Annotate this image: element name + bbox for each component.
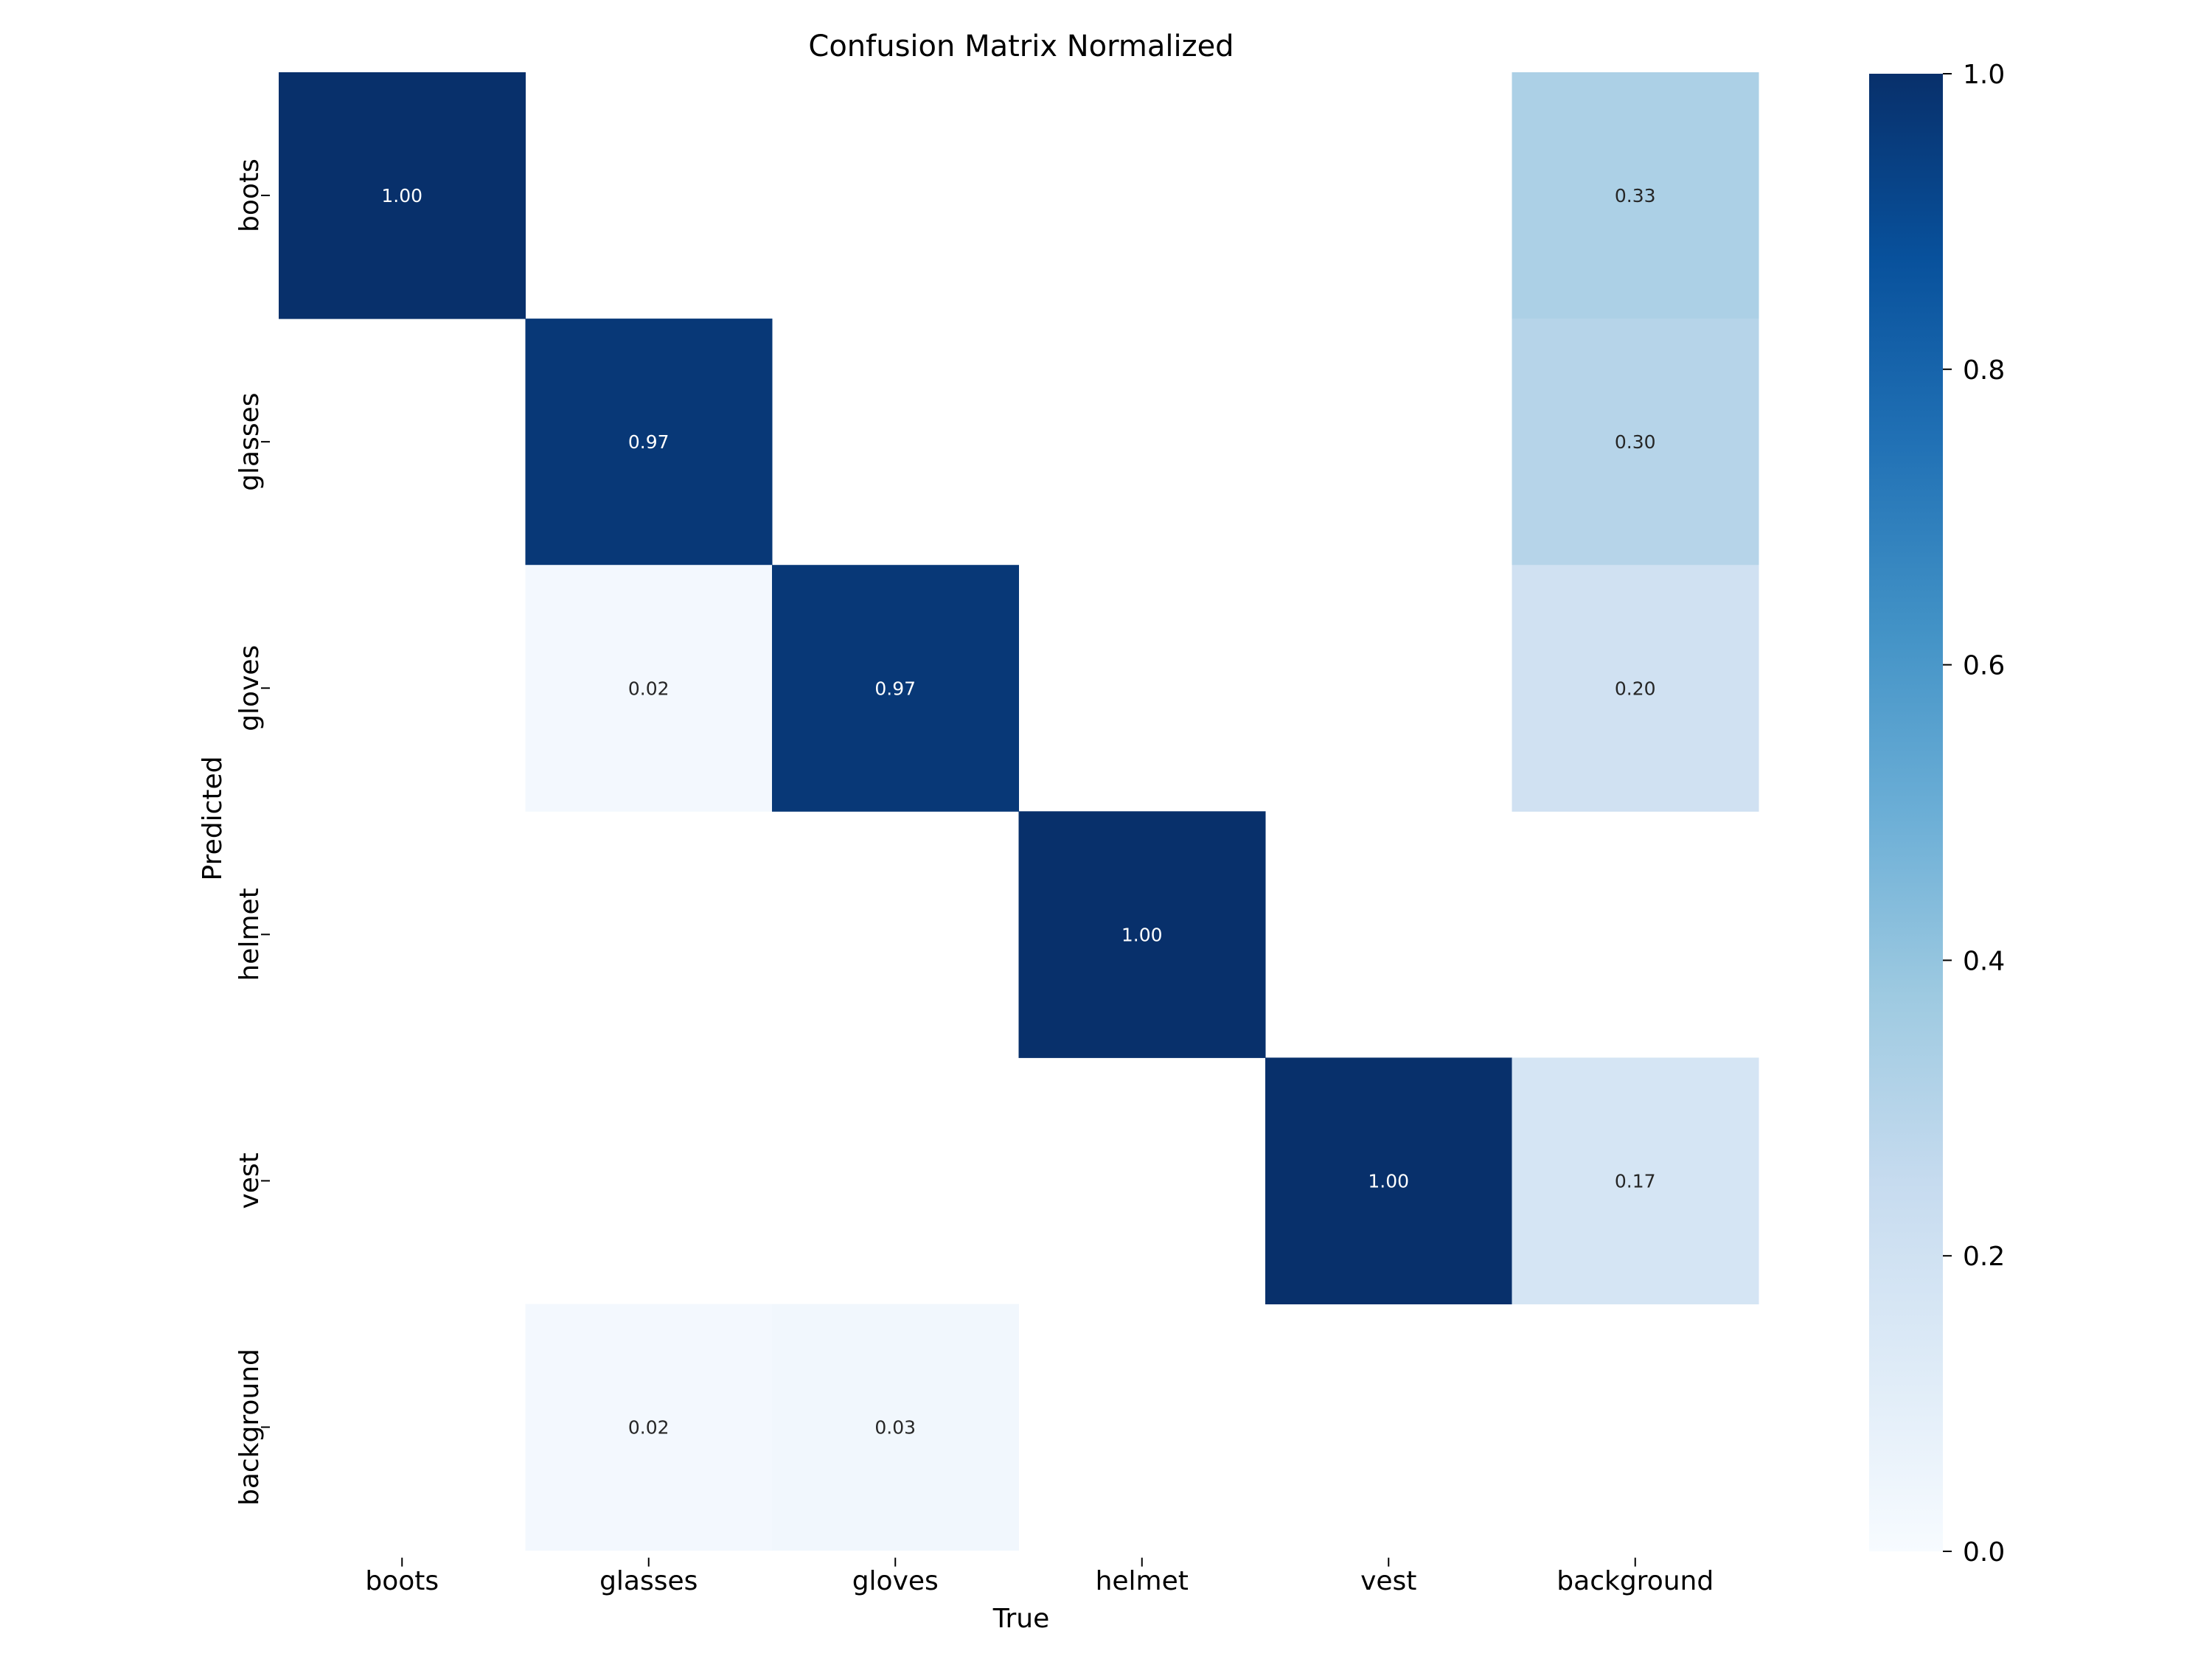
y-tick-label: background bbox=[234, 1349, 265, 1506]
x-tick-label: helmet bbox=[1096, 1566, 1189, 1596]
heatmap-cell bbox=[279, 72, 526, 319]
heatmap-cells bbox=[279, 72, 1759, 1551]
heatmap-cell bbox=[772, 1304, 1019, 1551]
cell-value-label: 0.02 bbox=[628, 1417, 669, 1439]
cell-value-label: 1.00 bbox=[1121, 924, 1163, 945]
x-tick-label: background bbox=[1557, 1566, 1714, 1596]
y-tick-label: helmet bbox=[234, 888, 265, 981]
heatmap-cell bbox=[1512, 319, 1759, 566]
y-axis-label: Predicted bbox=[198, 757, 228, 881]
cell-value-label: 0.33 bbox=[1615, 185, 1656, 206]
x-tick-label: boots bbox=[365, 1566, 439, 1596]
chart-title: Confusion Matrix Normalized bbox=[808, 29, 1234, 63]
y-tick-label: boots bbox=[234, 159, 265, 232]
colorbar-tick-label: 0.0 bbox=[1963, 1537, 2005, 1568]
colorbar-tick-label: 0.4 bbox=[1963, 946, 2005, 976]
colorbar-tick-label: 0.8 bbox=[1963, 355, 2005, 386]
heatmap-cell bbox=[525, 1304, 773, 1551]
y-tick-label: gloves bbox=[234, 645, 265, 731]
cell-value-label: 0.20 bbox=[1615, 678, 1656, 699]
colorbar-tick-label: 1.0 bbox=[1963, 60, 2005, 90]
x-tick-label: glasses bbox=[599, 1566, 698, 1596]
colorbar-ticks: 0.0 0.2 0.4 0.6 0.8 1.0 bbox=[1943, 60, 2005, 1568]
cell-value-label: 0.17 bbox=[1615, 1170, 1656, 1192]
heatmap-cell bbox=[1512, 72, 1759, 319]
cell-value-label: 1.00 bbox=[381, 185, 422, 206]
colorbar-tick-label: 0.2 bbox=[1963, 1242, 2005, 1272]
heatmap-cell bbox=[525, 319, 773, 566]
x-axis-label: True bbox=[992, 1604, 1049, 1634]
x-axis-ticks: boots glasses gloves helmet vest background bbox=[365, 1557, 1714, 1596]
heatmap-cell bbox=[1512, 565, 1759, 812]
y-tick-label: vest bbox=[234, 1152, 265, 1208]
cell-value-label: 1.00 bbox=[1368, 1170, 1409, 1192]
cell-value-label: 0.03 bbox=[874, 1417, 916, 1439]
y-tick-label: glasses bbox=[234, 392, 265, 490]
heatmap-cell bbox=[525, 565, 773, 812]
colorbar-tick-label: 0.6 bbox=[1963, 651, 2005, 681]
heatmap-value-labels: 1.00 0.33 0.97 0.30 0.02 0.97 0.20 1.00 1.00 0.17… bbox=[381, 185, 1655, 1439]
x-tick-label: gloves bbox=[852, 1566, 939, 1596]
cell-value-label: 0.97 bbox=[874, 678, 916, 699]
x-tick-label: vest bbox=[1360, 1566, 1416, 1596]
cell-value-label: 0.97 bbox=[628, 431, 669, 453]
heatmap-cell bbox=[772, 565, 1019, 812]
heatmap-cell bbox=[1512, 1057, 1759, 1304]
y-axis-ticks: boots glasses gloves helmet vest background bbox=[234, 159, 270, 1506]
cell-value-label: 0.02 bbox=[628, 678, 669, 699]
heatmap-cell bbox=[1265, 1057, 1512, 1304]
heatmap-cell bbox=[1018, 811, 1266, 1058]
cell-value-label: 0.30 bbox=[1615, 431, 1656, 453]
colorbar bbox=[1869, 74, 1943, 1551]
